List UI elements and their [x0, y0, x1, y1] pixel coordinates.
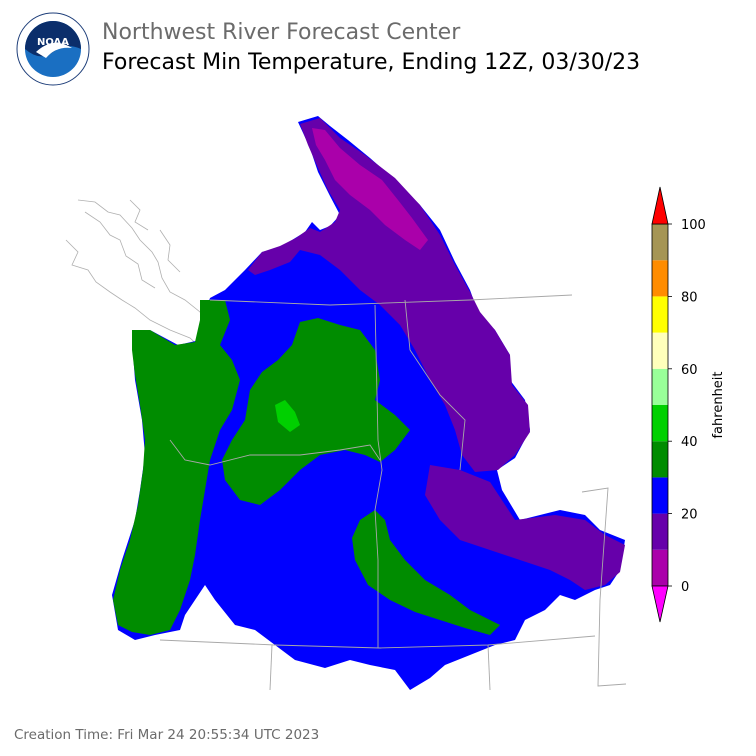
band-30-40-basin — [222, 318, 410, 505]
colorbar-bin — [652, 477, 668, 514]
band-10-20 — [248, 118, 530, 472]
colorbar-bin — [652, 549, 668, 586]
noaa-logo: NOAA — [16, 12, 90, 86]
coastline-outline — [65, 199, 211, 353]
colorbar-bin — [652, 513, 668, 550]
colorbar-under-arrow — [651, 585, 669, 623]
organization-name: Northwest River Forecast Center — [102, 20, 461, 45]
map-title: Forecast Min Temperature, Ending 12Z, 03… — [102, 50, 641, 75]
colorbar-bin — [652, 260, 668, 297]
colorbar-tick-label: 20 — [681, 508, 698, 523]
colorbar-bin — [652, 368, 668, 405]
colorbar-tick-label: 60 — [681, 363, 698, 378]
state-boundaries — [159, 294, 627, 691]
colorbar-bin — [652, 224, 668, 261]
colorbar-tick-label: 0 — [681, 580, 689, 595]
colorbar-bin — [652, 441, 668, 478]
colorbar-bin — [652, 296, 668, 333]
colorbar-tick-label: 40 — [681, 435, 698, 450]
logo-text: NOAA — [37, 37, 69, 48]
creation-time: Creation Time: Fri Mar 24 20:55:34 UTC 2… — [14, 727, 320, 743]
colorbar-bin — [652, 405, 668, 442]
colorbar-bin — [652, 332, 668, 369]
band-0-10 — [312, 128, 428, 250]
temperature-fields — [112, 116, 625, 690]
band-30-40-snake-plain — [352, 510, 500, 635]
band-40-50 — [275, 400, 300, 432]
band-30-40-coast — [113, 300, 240, 635]
colorbar-tick-label: 80 — [681, 290, 698, 305]
colorbar-unit-label: fahrenheit — [711, 371, 726, 438]
band-10-20-southeast — [425, 465, 625, 590]
colorbar-tick-label: 100 — [681, 218, 706, 233]
colorbar-over-arrow — [651, 186, 669, 225]
